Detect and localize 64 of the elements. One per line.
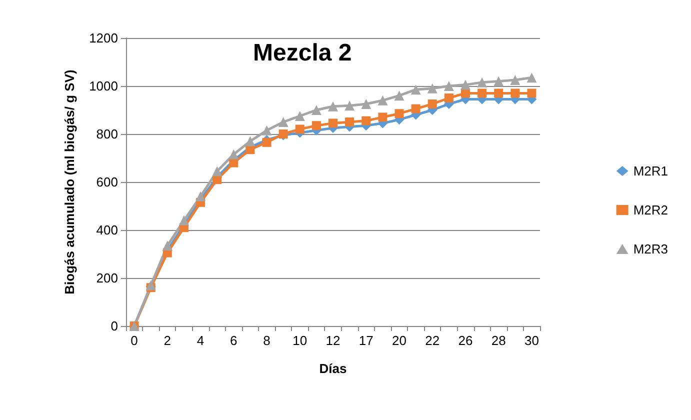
x-tick-label: 0 <box>130 333 138 348</box>
point <box>311 105 322 115</box>
point <box>228 149 239 160</box>
legend-label: M2R1 <box>633 164 668 178</box>
point <box>328 101 338 112</box>
x-tick-label: 12 <box>326 333 340 348</box>
y-tick-label: 0 <box>110 318 118 334</box>
point <box>494 76 504 86</box>
y-tick-label: 1000 <box>89 78 118 94</box>
point <box>444 81 454 91</box>
y-tick-label: 800 <box>96 126 118 142</box>
point <box>378 112 388 122</box>
y-tick-label: 200 <box>96 270 118 286</box>
x-tick-label: 10 <box>292 333 308 348</box>
x-tick-label: 26 <box>458 333 473 348</box>
point <box>362 116 371 126</box>
point <box>394 90 404 101</box>
point <box>410 84 421 95</box>
chart-title: Mezcla 2 <box>253 40 352 66</box>
legend-label: M2R3 <box>633 242 668 256</box>
point <box>510 75 520 85</box>
point <box>294 111 305 121</box>
x-tick-label: 22 <box>425 333 440 348</box>
y-tick-label: 600 <box>96 174 118 190</box>
point <box>411 104 420 114</box>
point <box>361 99 372 109</box>
x-tick-label: 28 <box>491 333 506 348</box>
x-axis-title: Días <box>319 361 347 376</box>
x-tick-label: 20 <box>392 333 406 348</box>
point <box>494 88 504 98</box>
point <box>196 191 206 202</box>
y-tick-label: 400 <box>96 222 118 238</box>
point <box>444 94 454 102</box>
y-axis-title: Biogás acumulado (ml biogás/ g SV) <box>62 70 77 294</box>
point <box>477 77 488 88</box>
x-tick-label: 4 <box>196 333 204 348</box>
point <box>478 88 487 98</box>
y-tick-label: 1200 <box>89 30 118 46</box>
point <box>428 100 437 108</box>
point <box>378 95 388 106</box>
point <box>295 124 304 134</box>
x-tick-label: 2 <box>164 333 172 348</box>
point <box>278 117 288 127</box>
point <box>262 125 272 136</box>
x-tick-label: 17 <box>358 333 374 348</box>
point <box>427 83 438 94</box>
point <box>510 88 520 98</box>
point <box>245 136 256 146</box>
point <box>162 240 172 251</box>
point <box>344 100 355 111</box>
point <box>527 88 536 98</box>
point <box>526 72 537 83</box>
point <box>345 118 354 126</box>
point <box>312 121 321 130</box>
point <box>212 166 222 176</box>
legend-label: M2R2 <box>633 202 668 218</box>
point <box>460 80 470 90</box>
x-tick-label: 30 <box>524 333 539 348</box>
point <box>394 109 404 118</box>
x-tick-label: 8 <box>263 333 270 348</box>
point <box>328 118 338 128</box>
x-tick-label: 6 <box>230 333 238 348</box>
point <box>262 138 272 147</box>
point <box>178 215 189 226</box>
